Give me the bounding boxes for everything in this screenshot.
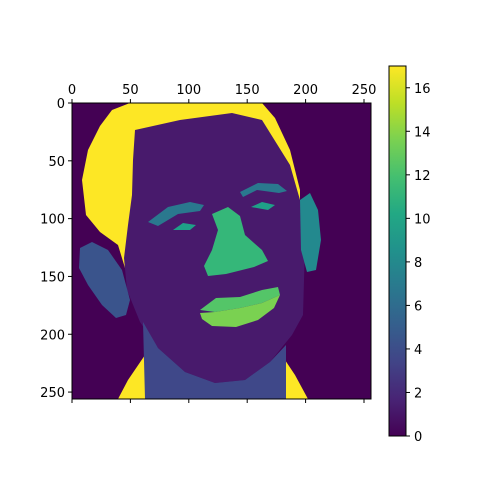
colorbar-tick-label-0: 0: [414, 430, 422, 445]
x-tick-label-200: 200: [293, 83, 318, 98]
region-neck: [143, 322, 286, 399]
colorbar-tick-label-2: 2: [414, 386, 422, 401]
region-nose: [204, 207, 268, 276]
region-lower-lip: [200, 295, 280, 327]
region-upper-lip: [200, 287, 280, 312]
plot-frame: [71, 102, 372, 400]
y-tick-label-50: 50: [48, 155, 65, 170]
y-axis-ticks: 0 50 100 150 200 250: [40, 97, 72, 401]
x-axis-ticks: 0 50 100 150 200 250: [68, 83, 377, 403]
region-eye-right: [251, 202, 275, 210]
y-tick-label-150: 150: [40, 270, 65, 285]
region-eyebrow-right: [240, 183, 287, 197]
colorbar-tick-label-4: 4: [414, 343, 422, 358]
x-tick-label-150: 150: [235, 83, 260, 98]
y-tick-label-0: 0: [57, 97, 65, 112]
y-tick-label-100: 100: [40, 213, 65, 228]
region-ear-left: [79, 242, 130, 318]
colorbar-tick-label-14: 14: [414, 125, 431, 140]
y-tick-label-250: 250: [40, 386, 65, 401]
colorbar-ticks: 0 2 4 6 8 10 12 14 16: [406, 82, 431, 445]
region-ear-right: [300, 193, 321, 272]
colorbar-tick-label-6: 6: [414, 299, 422, 314]
x-tick-label-50: 50: [122, 83, 139, 98]
colorbar-tick-label-12: 12: [414, 169, 431, 184]
colorbar: [388, 65, 407, 437]
colorbar-tick-label-10: 10: [414, 212, 431, 227]
y-tick-label-200: 200: [40, 328, 65, 343]
x-tick-label-100: 100: [176, 83, 201, 98]
colorbar-tick-label-16: 16: [414, 82, 431, 97]
x-tick-label-0: 0: [68, 83, 76, 98]
x-tick-label-250: 250: [352, 83, 377, 98]
colorbar-tick-label-8: 8: [414, 256, 422, 271]
heatmap-image: [72, 103, 371, 399]
region-eye-left: [173, 223, 196, 230]
region-eyebrow-left: [148, 202, 204, 226]
